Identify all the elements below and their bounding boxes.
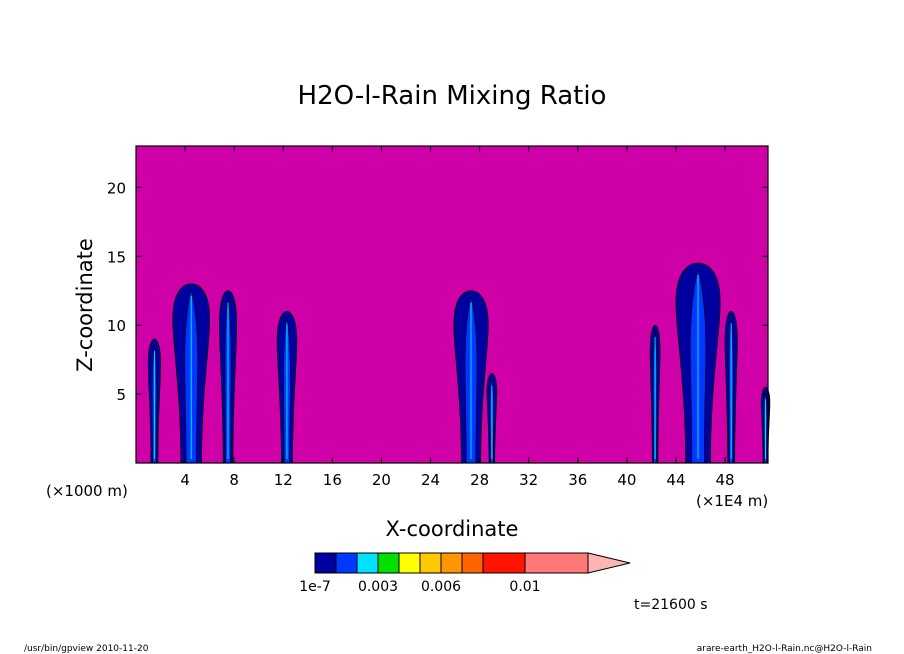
x-tick-label: 12 (274, 471, 293, 489)
time-label: t=21600 s (634, 597, 708, 613)
colorbar-swatch (398, 552, 421, 574)
footer-left: /usr/bin/gpview 2010-11-20 (24, 644, 149, 654)
x-tick-label: 32 (519, 471, 538, 489)
y-axis-ticks: 5 10 15 20 (107, 179, 768, 404)
x-axis-label: X-coordinate (386, 517, 519, 541)
y-tick-label: 5 (116, 386, 126, 404)
colorbar-label: 0.006 (421, 579, 461, 595)
y-tick-label: 10 (107, 317, 126, 335)
x-unit-right: (×1E4 m) (696, 492, 768, 510)
colorbar-swatch (314, 552, 337, 574)
colorbar-swatch (356, 552, 379, 574)
x-tick-label: 4 (180, 471, 190, 489)
y-axis-label: Z-coordinate (73, 238, 97, 372)
x-tick-label: 20 (372, 471, 391, 489)
colorbar-swatch (482, 552, 526, 574)
colorbar-label: 1e-7 (299, 579, 330, 595)
y-tick-label: 20 (107, 179, 126, 197)
colorbar (314, 552, 631, 574)
plot-background (136, 146, 768, 463)
x-tick-label: 28 (470, 471, 489, 489)
colorbar-extend-arrow (587, 552, 631, 574)
x-tick-label: 24 (421, 471, 440, 489)
x-tick-label: 40 (617, 471, 636, 489)
colorbar-swatch (461, 552, 484, 574)
colorbar-swatch (377, 552, 400, 574)
colorbar-swatch (335, 552, 358, 574)
plot-frame (135, 145, 769, 464)
x-unit-left: (×1000 m) (46, 482, 128, 500)
colorbar-label: 0.01 (509, 579, 540, 595)
colorbar-label: 0.003 (358, 579, 398, 595)
x-tick-label: 16 (323, 471, 342, 489)
colorbar-swatch (524, 552, 589, 574)
x-axis-ticks: 4 8 12 16 20 24 28 32 36 40 44 48 (180, 146, 735, 489)
colorbar-labels: 1e-7 0.003 0.006 0.01 (299, 579, 540, 595)
x-tick-label: 36 (568, 471, 587, 489)
x-tick-label: 8 (229, 471, 239, 489)
y-tick-label: 15 (107, 248, 126, 266)
rain-cells (147, 262, 771, 464)
x-tick-label: 48 (716, 471, 735, 489)
footer-right: arare-earth_H2O-l-Rain.nc@H2O-l-Rain (697, 644, 872, 654)
x-tick-label: 44 (666, 471, 685, 489)
colorbar-swatch (419, 552, 442, 574)
chart-title: H2O-l-Rain Mixing Ratio (298, 81, 607, 111)
colorbar-swatch (440, 552, 463, 574)
